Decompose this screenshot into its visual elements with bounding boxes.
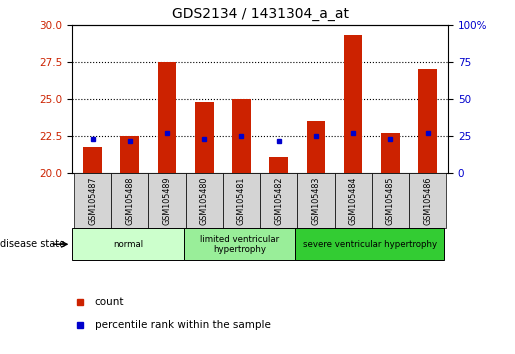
Bar xyxy=(306,121,325,173)
Bar xyxy=(372,173,409,228)
Bar xyxy=(223,173,260,228)
Bar xyxy=(297,173,335,228)
Text: GSM105485: GSM105485 xyxy=(386,176,395,225)
Text: severe ventricular hypertrophy: severe ventricular hypertrophy xyxy=(303,240,437,249)
Bar xyxy=(83,147,102,173)
Bar xyxy=(232,99,251,173)
Text: GSM105487: GSM105487 xyxy=(88,176,97,225)
Title: GDS2134 / 1431304_a_at: GDS2134 / 1431304_a_at xyxy=(171,7,349,21)
Text: GSM105482: GSM105482 xyxy=(274,176,283,225)
Text: count: count xyxy=(95,297,124,307)
Bar xyxy=(111,173,148,228)
Bar xyxy=(195,102,214,173)
Bar xyxy=(296,228,444,260)
Bar xyxy=(72,228,184,260)
Text: limited ventricular
hypertrophy: limited ventricular hypertrophy xyxy=(200,235,279,254)
Bar xyxy=(121,136,139,173)
Bar xyxy=(381,133,400,173)
Text: GSM105489: GSM105489 xyxy=(163,176,171,225)
Bar xyxy=(148,173,185,228)
Text: GSM105486: GSM105486 xyxy=(423,176,432,224)
Text: percentile rank within the sample: percentile rank within the sample xyxy=(95,320,270,330)
Bar xyxy=(260,173,297,228)
Bar xyxy=(184,228,296,260)
Bar xyxy=(335,173,372,228)
Text: GSM105483: GSM105483 xyxy=(312,176,320,224)
Text: disease state: disease state xyxy=(0,239,65,249)
Bar xyxy=(185,173,223,228)
Text: GSM105481: GSM105481 xyxy=(237,176,246,224)
Bar xyxy=(74,173,111,228)
Text: GSM105480: GSM105480 xyxy=(200,176,209,224)
Bar xyxy=(418,69,437,173)
Bar xyxy=(409,173,446,228)
Bar xyxy=(158,62,176,173)
Text: GSM105488: GSM105488 xyxy=(125,176,134,224)
Bar xyxy=(344,35,363,173)
Text: normal: normal xyxy=(113,240,143,249)
Text: GSM105484: GSM105484 xyxy=(349,176,357,224)
Bar xyxy=(269,157,288,173)
